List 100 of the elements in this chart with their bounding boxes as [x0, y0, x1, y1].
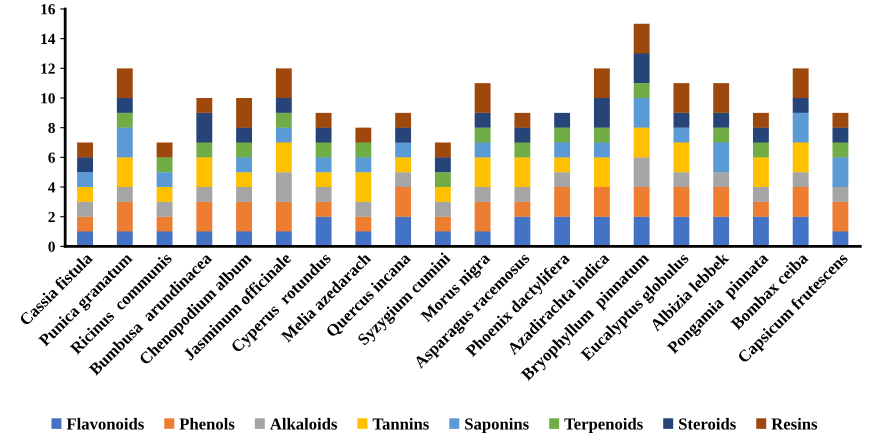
bar: [395, 216, 412, 246]
bar: [713, 83, 730, 113]
bar: [752, 157, 769, 188]
bar: [236, 172, 252, 188]
bar: [752, 112, 769, 128]
bar: [355, 172, 372, 202]
bar: [514, 112, 530, 128]
legend-label: Saponins: [465, 418, 529, 433]
bar: [752, 142, 769, 158]
bar: [316, 157, 332, 172]
bar: [395, 142, 412, 158]
y-tick-label: 8: [48, 122, 55, 134]
y-tick-label: 0: [48, 242, 55, 252]
bar: [276, 172, 292, 202]
bar: [196, 187, 212, 202]
bar: [792, 216, 809, 246]
bar: [634, 187, 650, 217]
bar: [594, 142, 610, 158]
bar: [673, 128, 690, 143]
legend-label: Tannins: [372, 418, 429, 430]
bar: [236, 142, 252, 158]
bar: [634, 83, 650, 98]
bar: [832, 187, 848, 202]
bar: [116, 202, 133, 232]
bar: [276, 98, 292, 113]
bar: [673, 112, 690, 128]
bar: [196, 157, 212, 188]
bar: [196, 202, 212, 232]
bar: [355, 202, 372, 217]
bar: [554, 142, 570, 158]
bar: [474, 202, 491, 232]
bar: [514, 157, 530, 188]
bar: [713, 112, 730, 128]
bar: [77, 232, 94, 246]
bar: [156, 202, 173, 217]
bar: [713, 128, 730, 143]
bar: [514, 216, 530, 246]
legend-label: Terpenoids: [564, 418, 643, 433]
bar: [395, 187, 412, 217]
bar: [395, 172, 412, 188]
bar: [474, 187, 491, 202]
bar: [474, 142, 491, 158]
bar: [316, 142, 332, 158]
bar: [355, 232, 372, 246]
bar: [116, 112, 133, 128]
bar: [236, 98, 252, 128]
bar: [514, 187, 530, 202]
legend-label: Resins: [772, 418, 818, 430]
bar: [594, 216, 610, 246]
bar: [156, 172, 173, 188]
bar: [514, 142, 530, 158]
bar: [713, 216, 730, 246]
bar: [673, 83, 690, 113]
bar: [316, 128, 332, 143]
bar: [395, 128, 412, 143]
bar: [116, 128, 133, 158]
bar: [792, 68, 809, 98]
bar: [594, 187, 610, 217]
bar: [474, 112, 491, 128]
y-tick-label: 2: [48, 212, 55, 222]
y-tick-label: 6: [48, 152, 56, 163]
bar: [196, 142, 212, 158]
legend-label: Alkaloids: [270, 418, 338, 430]
bar: [316, 172, 332, 188]
bar: [634, 128, 650, 158]
bar: [514, 202, 530, 217]
bar: [634, 24, 650, 54]
bar: [355, 128, 372, 143]
bar: [554, 157, 570, 172]
bar: [673, 216, 690, 246]
bar: [156, 142, 173, 158]
bar: [792, 187, 809, 217]
bar: [594, 68, 610, 98]
bar: [116, 187, 133, 202]
bar: [276, 202, 292, 232]
bar: [673, 172, 690, 188]
bar: [236, 232, 252, 246]
bar: [514, 128, 530, 143]
bar: [752, 128, 769, 143]
bar: [554, 172, 570, 188]
bar: [792, 142, 809, 172]
bar: [474, 157, 491, 188]
bar: [434, 202, 451, 217]
bar: [713, 142, 730, 172]
bar: [196, 112, 212, 143]
bar: [713, 187, 730, 217]
bar: [594, 128, 610, 143]
bar: [77, 216, 94, 232]
bar: [752, 216, 769, 246]
y-tick-label: 4: [48, 182, 56, 192]
bar: [196, 98, 212, 113]
bar: [276, 68, 292, 98]
bar: [594, 157, 610, 188]
bar: [316, 202, 332, 217]
bar: [116, 232, 133, 246]
bar: [554, 216, 570, 246]
bar: [554, 128, 570, 143]
bar: [713, 172, 730, 188]
bar: [116, 98, 133, 113]
bar: [395, 112, 412, 128]
